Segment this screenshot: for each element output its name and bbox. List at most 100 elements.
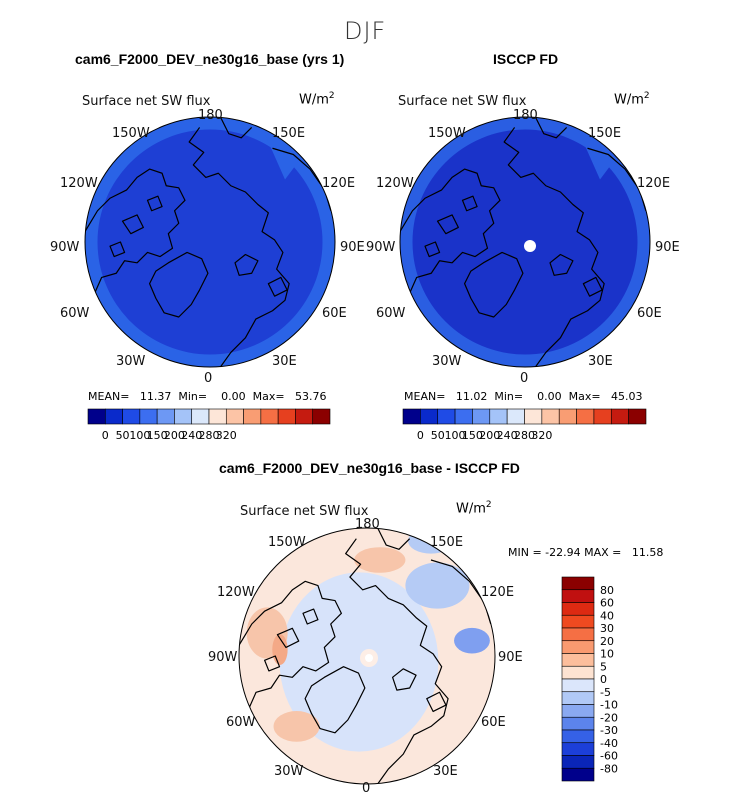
cb2-box-13 [628, 408, 647, 425]
cb3-tick-13: -60 [600, 750, 618, 763]
season-title: DJF [344, 17, 387, 45]
map1-coast-bering [219, 117, 253, 139]
cb3-tick-0: 80 [600, 584, 614, 597]
diff-lon-180: 180 [355, 517, 380, 532]
cb3-tick-7: 0 [600, 673, 607, 686]
cb1-tick-4: 200 [164, 429, 185, 442]
diff-lon-120w: 120W [217, 585, 255, 600]
diff-lon-90w: 90W [208, 650, 238, 665]
cb1-tick-5: 240 [181, 429, 202, 442]
map2-pole-hole [524, 240, 536, 252]
panel1-title: cam6_F2000_DEV_ne30g16_base (yrs 1) [75, 51, 345, 67]
diff-panel-field-label: Surface net SW flux [240, 504, 369, 519]
panel1-stats: MEAN= 11.37 Min= 0.00 Max= 53.76 [88, 390, 327, 403]
cb2-tick-7: 320 [531, 429, 552, 442]
map1-coast-island-c [109, 241, 126, 258]
map3-coast-eurasia [345, 538, 449, 784]
map1-fill-group [85, 117, 335, 367]
cb3-box-12 [561, 729, 595, 744]
cb3-tick-5: 10 [600, 648, 614, 661]
map2 [400, 117, 647, 367]
cb1-tick-2: 100 [129, 429, 150, 442]
map2-coast-novaya [582, 276, 603, 297]
panel1-lon-90e: 90E [340, 240, 365, 255]
cb3-box-8 [561, 678, 595, 693]
panel1-lon-150e: 150E [272, 126, 306, 141]
panel1-lon-0: 0 [204, 371, 213, 386]
map2-coast-island-b [461, 195, 478, 212]
map1-coast-island-a [121, 214, 144, 235]
panel2-lon-120w: 120W [376, 176, 414, 191]
cb3-box-14 [561, 755, 595, 769]
diff-lon-0: 0 [362, 781, 371, 796]
panel1-lon-30w: 30W [116, 354, 146, 369]
diff-lon-30w: 30W [274, 764, 304, 779]
map1-coast-greenland [148, 251, 209, 318]
panel2-lon-120e: 120E [637, 176, 671, 191]
map1-coast-novaya [267, 276, 288, 297]
panel1-lon-120e: 120E [322, 176, 356, 191]
panel1-lon-60e: 60E [322, 306, 347, 321]
cb1-tick-7: 320 [216, 429, 237, 442]
map3-fill-blue-patch-ne [405, 562, 470, 609]
map3-fill-orange-n [354, 547, 406, 573]
diff-lon-60w: 60W [226, 715, 256, 730]
map2-coast-island-c [424, 241, 441, 258]
panel2-lon-60w: 60W [376, 306, 406, 321]
cb3-tick-14: -80 [600, 762, 618, 775]
cb3-box-3 [561, 614, 595, 629]
cb3-tick-9: -10 [600, 699, 618, 712]
panel2-lon-30e: 30E [588, 354, 613, 369]
map3-coast-svalbard [392, 668, 417, 691]
cb3-box-4 [561, 627, 595, 642]
panel2-lon-60e: 60E [637, 306, 662, 321]
map1-coast-americas [85, 168, 186, 297]
map3-fill-orange-sw [273, 711, 320, 742]
map2-outline [399, 116, 651, 368]
panel1-lon-150w: 150W [112, 126, 150, 141]
cb3-tick-12: -40 [600, 737, 618, 750]
map3-coast-bering [377, 528, 411, 550]
diff-lon-30e: 30E [433, 764, 458, 779]
map2-coast-americas [400, 168, 501, 297]
cb2-tick-4: 200 [479, 429, 500, 442]
map2-fill-group [400, 117, 650, 367]
cb3-box-7 [561, 665, 595, 680]
panel2-lon-90w: 90W [366, 240, 396, 255]
map2-coast-eurasia [503, 127, 605, 367]
panel2-lon-150w: 150W [428, 126, 466, 141]
map2-coast-greenland [463, 251, 524, 318]
cb2-tick-0: 0 [417, 429, 424, 442]
cb1-tick-1: 50 [116, 429, 130, 442]
cb1-tick-0: 0 [102, 429, 109, 442]
panel2-field-label: Surface net SW flux [398, 94, 527, 109]
diff-minmax: MIN = -22.94 MAX = 11.58 [508, 546, 664, 559]
cb3-tick-2: 40 [600, 609, 614, 622]
cb2-tick-2: 100 [445, 429, 466, 442]
panel1-lon-30e: 30E [272, 354, 297, 369]
panel2-lon-30w: 30W [432, 354, 462, 369]
cb3-box-1 [561, 589, 595, 603]
cb3-box-15 [561, 767, 595, 782]
cb1-tick-3: 150 [147, 429, 168, 442]
panel2-stats: MEAN= 11.02 Min= 0.00 Max= 45.03 [404, 390, 643, 403]
cb3-tick-6: 5 [600, 660, 607, 673]
map1-fill-main [97, 129, 323, 355]
cb2-tick-1: 50 [431, 429, 445, 442]
map3-coast-island-b [302, 608, 319, 625]
diff-lon-150w: 150W [268, 535, 306, 550]
cb3-tick-4: 20 [600, 635, 614, 648]
panel1-lon-120w: 120W [60, 176, 98, 191]
panel1-lon-180: 180 [198, 108, 223, 123]
map3-fill-blue-core [279, 572, 439, 752]
cb1-tick-6: 280 [199, 429, 220, 442]
map3-coast-novaya [426, 691, 447, 713]
map3-outline [238, 527, 496, 785]
diff-lon-120e: 120E [481, 585, 515, 600]
panel1-units: W/m2 [299, 91, 335, 108]
panel2-lon-150e: 150E [588, 126, 622, 141]
